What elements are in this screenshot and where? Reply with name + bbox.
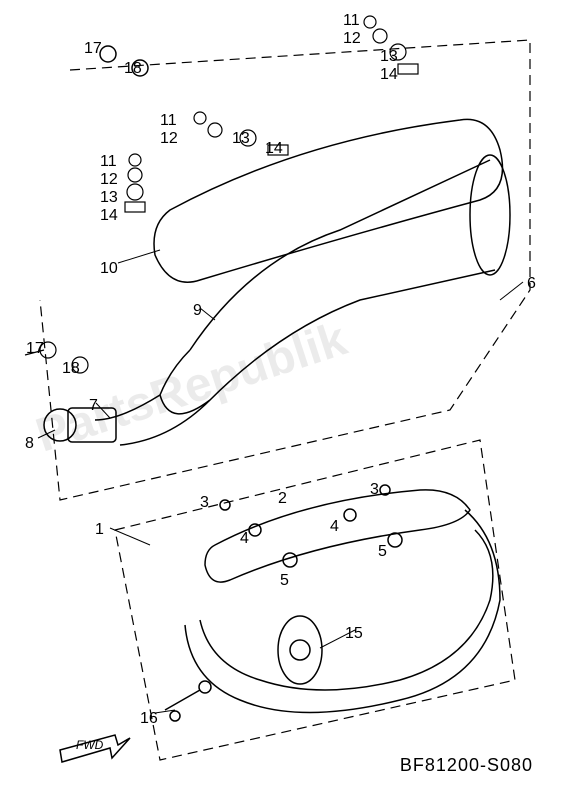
callout-5: 5 xyxy=(280,572,289,590)
callout-8: 8 xyxy=(25,435,34,453)
callout-17: 17 xyxy=(26,340,44,358)
callout-10: 10 xyxy=(100,260,118,278)
callout-6: 6 xyxy=(527,275,536,293)
callout-13c: 13 xyxy=(380,48,398,66)
callout-14: 14 xyxy=(100,207,118,225)
callout-3: 3 xyxy=(200,494,209,512)
callout-18: 18 xyxy=(62,360,80,378)
callout-14c: 14 xyxy=(380,66,398,84)
callout-5b: 5 xyxy=(378,543,387,561)
callout-18b: 18 xyxy=(124,60,142,78)
part-code: BF81200-S080 xyxy=(400,755,533,776)
callout-11c: 11 xyxy=(343,12,360,30)
callout-12: 12 xyxy=(100,171,118,189)
callout-13: 13 xyxy=(100,189,118,207)
callout-15: 15 xyxy=(345,625,363,643)
exhaust-diagram-svg xyxy=(0,0,563,800)
diagram-canvas: PartsRepublik FWD BF81200-S080 123344556… xyxy=(0,0,563,800)
callout-9: 9 xyxy=(193,302,202,320)
callout-7: 7 xyxy=(89,397,98,415)
callout-1: 1 xyxy=(95,521,104,539)
callout-11: 11 xyxy=(100,153,117,171)
callout-3b: 3 xyxy=(370,481,379,499)
callout-13b: 13 xyxy=(232,130,250,148)
callout-4b: 4 xyxy=(330,518,339,536)
callout-17b: 17 xyxy=(84,40,102,58)
callout-14b: 14 xyxy=(265,140,283,158)
callout-2: 2 xyxy=(278,490,287,508)
fwd-label: FWD xyxy=(76,738,103,752)
callout-16: 16 xyxy=(140,710,158,728)
callout-11b: 11 xyxy=(160,112,177,130)
callout-12b: 12 xyxy=(160,130,178,148)
callout-12c: 12 xyxy=(343,30,361,48)
callout-4: 4 xyxy=(240,530,249,548)
